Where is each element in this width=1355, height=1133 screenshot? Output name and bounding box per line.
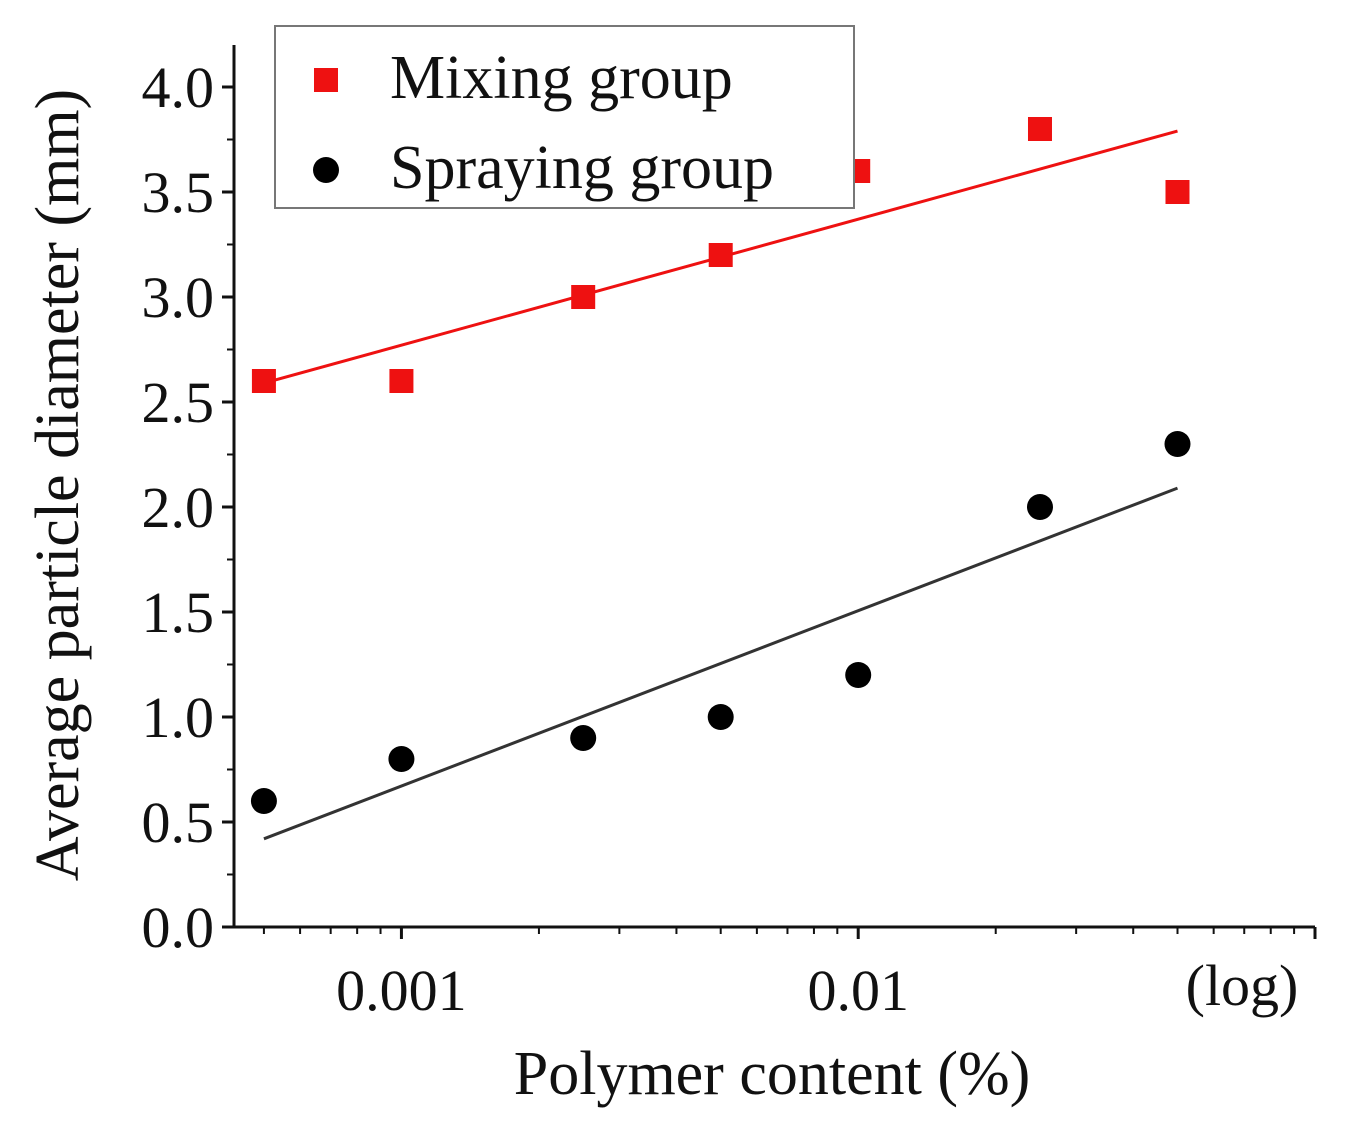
mixing-point-5	[1027, 117, 1052, 141]
legend: Mixing group Spraying group	[274, 25, 855, 209]
mixing-point-6	[1165, 180, 1190, 204]
axes: 0.0 0.5 1.0 1.5 2.0 2.5 3.0 3.5 4.0 0.001 0.01	[142, 45, 1317, 1023]
mixing-point-2	[571, 285, 596, 309]
y-tick-label: 1.0	[142, 685, 215, 750]
spraying-point-5	[1026, 494, 1053, 520]
spraying-point-3	[707, 704, 734, 730]
legend-label-spraying: Spraying group	[390, 134, 774, 202]
x-tick-label: 0.01	[807, 958, 909, 1023]
x-scale-note: (log)	[1186, 953, 1299, 1018]
y-tick-label: 2.5	[142, 370, 215, 435]
spraying-point-1	[388, 746, 415, 772]
x-axis-title: Polymer content (%)	[514, 1040, 1031, 1108]
fit-lines	[263, 129, 1179, 841]
data-markers	[250, 117, 1191, 814]
legend-label-mixing: Mixing group	[390, 44, 733, 112]
legend-marker-square	[314, 68, 338, 92]
y-tick-label: 4.0	[142, 55, 215, 120]
y-tick-label: 1.5	[142, 580, 215, 645]
spraying-point-0	[250, 788, 277, 814]
legend-marker-circle	[313, 157, 339, 183]
y-tick-label: 3.0	[142, 265, 215, 330]
fit-line-series-1	[263, 486, 1179, 841]
y-axis-title: Average particle diameter (mm)	[24, 89, 92, 881]
mixing-point-3	[708, 243, 733, 267]
mixing-point-1	[389, 369, 414, 393]
mixing-point-0	[251, 369, 276, 393]
spraying-point-4	[845, 662, 872, 688]
x-tick-label: 0.001	[336, 958, 467, 1023]
legend-box	[274, 25, 855, 209]
spraying-point-2	[570, 725, 597, 751]
y-tick-label: 0.5	[142, 790, 215, 855]
spraying-point-6	[1164, 431, 1191, 457]
y-tick-label: 2.0	[142, 475, 215, 540]
y-tick-label: 0.0	[142, 895, 215, 960]
y-tick-label: 3.5	[142, 160, 215, 225]
